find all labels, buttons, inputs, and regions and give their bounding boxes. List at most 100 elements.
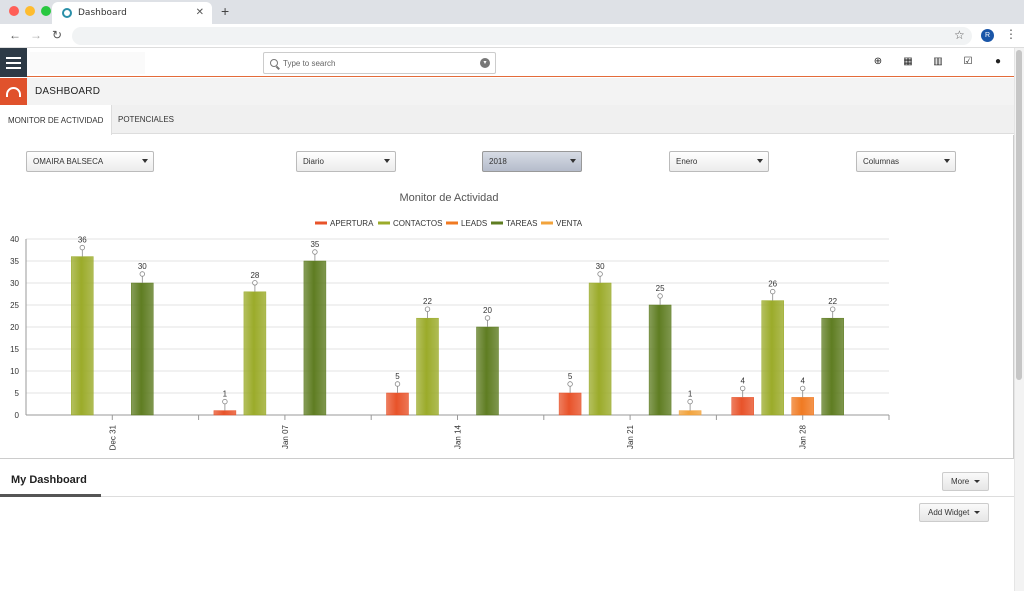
my-dashboard-title: My Dashboard — [11, 474, 87, 486]
bar-whisker-dot — [687, 398, 693, 405]
add-widget-button[interactable]: Add Widget — [919, 503, 990, 522]
bar-apertura — [213, 410, 237, 416]
chevron-down-icon — [757, 159, 763, 163]
data-label: 1 — [223, 390, 228, 399]
bar-whisker-dot — [79, 244, 85, 251]
bar-whisker-dot — [800, 385, 806, 392]
chevron-down-icon — [570, 159, 576, 163]
year-select[interactable]: 2018 — [482, 151, 582, 172]
y-tick-label: 5 — [15, 389, 20, 398]
dashboard-gauge-icon — [0, 78, 27, 105]
tab-underline — [0, 494, 101, 497]
chevron-down-icon — [974, 511, 981, 514]
bar-whisker-dot — [770, 288, 776, 295]
browser-menu-icon[interactable]: ⋮ — [1005, 27, 1017, 41]
bar-whisker-dot — [394, 381, 401, 387]
activity-chart: APERTURA CONTACTOS LEADS TAREAS VENTA0510152… — [10, 219, 890, 450]
tasks-icon[interactable]: ☑ — [963, 56, 973, 67]
bar-apertura — [731, 397, 754, 416]
logo — [30, 52, 145, 74]
data-label: 20 — [483, 306, 492, 315]
top-actions: ⊕ ▦ ▥ ☑ ● — [872, 56, 1004, 67]
reload-icon[interactable]: ↻ — [52, 28, 63, 42]
bar-whisker-dot — [252, 280, 258, 286]
browser-tab[interactable]: Dashboard ✕ — [52, 2, 212, 24]
chevron-down-icon — [384, 159, 390, 163]
chevron-down-icon — [974, 480, 981, 483]
bar-contactos — [761, 300, 784, 416]
bar-whisker-dot — [139, 271, 145, 277]
bar-contactos — [243, 291, 267, 416]
x-tick-label: Jan 21 — [626, 424, 635, 449]
chevron-down-icon — [944, 159, 950, 163]
period-select[interactable]: Diario — [296, 151, 396, 172]
year-select-value: 2018 — [489, 157, 507, 166]
period-select-value: Diario — [303, 157, 324, 166]
y-tick-label: 40 — [10, 235, 19, 244]
search-input[interactable]: Type to search ▾ — [263, 52, 496, 74]
bar-contactos — [416, 317, 439, 416]
chart-type-select-value: Columnas — [863, 157, 900, 166]
bar-contactos — [588, 282, 612, 416]
legend-label: CONTACTOS — [393, 219, 442, 228]
month-select[interactable]: Enero — [669, 151, 769, 172]
minimize-window-icon[interactable] — [25, 6, 35, 16]
bar-whisker-dot — [312, 249, 318, 255]
data-label: 5 — [395, 372, 400, 381]
close-window-icon[interactable] — [9, 6, 19, 16]
bar-apertura — [386, 392, 409, 416]
more-button-label: More — [951, 477, 970, 486]
bar-tareas — [648, 304, 672, 416]
browser-tab-title: Dashboard — [78, 8, 127, 18]
favicon-icon — [62, 8, 72, 18]
user-icon[interactable]: ● — [994, 56, 1002, 67]
activity-monitor-panel: OMAIRA BALSECA Diario 2018 Enero Columna… — [0, 135, 1014, 459]
address-bar[interactable] — [72, 27, 972, 45]
bar-leads — [791, 397, 814, 416]
legend-label: LEADS — [461, 219, 487, 228]
y-tick-label: 10 — [10, 367, 19, 376]
hamburger-menu-icon[interactable] — [0, 48, 27, 77]
x-tick-label: Jan 28 — [799, 424, 808, 449]
y-tick-label: 35 — [10, 257, 19, 266]
bar-whisker-dot — [597, 271, 603, 277]
tab-label: POTENCIALES — [118, 115, 175, 124]
bookmark-star-icon[interactable]: ☆ — [954, 28, 965, 42]
y-tick-label: 15 — [10, 345, 19, 354]
tab-monitor-de-actividad[interactable]: MONITOR DE ACTIVIDAD — [0, 105, 113, 135]
tab-potenciales[interactable]: POTENCIALES — [110, 105, 182, 134]
legend-label: VENTA — [556, 219, 583, 228]
close-tab-icon[interactable]: ✕ — [195, 7, 204, 18]
page-title: DASHBOARD — [35, 86, 101, 97]
y-tick-label: 20 — [10, 323, 19, 332]
user-select[interactable]: OMAIRA BALSECA — [26, 151, 154, 172]
data-label: 28 — [250, 271, 259, 280]
bar-apertura — [558, 392, 582, 416]
profile-avatar[interactable]: R — [981, 29, 994, 42]
window-controls — [9, 6, 51, 16]
data-label: 22 — [828, 297, 837, 306]
forward-icon[interactable]: → — [30, 28, 42, 42]
reports-icon[interactable]: ▥ — [933, 56, 943, 67]
bar-whisker-dot — [424, 306, 431, 312]
bar-tareas — [303, 260, 327, 416]
module-bar: DASHBOARD — [0, 78, 1014, 105]
data-label: 4 — [740, 376, 745, 385]
app-root: Type to search ▾ ⊕ ▦ ▥ ☑ ● DASHBOARD MON… — [0, 48, 1014, 591]
month-select-value: Enero — [676, 157, 698, 166]
data-label: 35 — [310, 240, 319, 249]
search-dropdown-icon[interactable]: ▾ — [480, 58, 490, 68]
data-label: 22 — [423, 297, 432, 306]
bar-whisker-dot — [484, 315, 491, 321]
data-label: 30 — [138, 262, 147, 271]
search-icon — [270, 59, 278, 67]
back-icon[interactable]: ← — [9, 28, 21, 42]
more-button[interactable]: More — [942, 472, 990, 491]
quick-create-icon[interactable]: ⊕ — [873, 56, 883, 67]
add-widget-button-label: Add Widget — [928, 508, 970, 517]
maximize-window-icon[interactable] — [41, 6, 51, 16]
new-tab-icon[interactable]: + — [221, 3, 230, 19]
calendar-icon[interactable]: ▦ — [903, 56, 913, 67]
chart-type-select[interactable]: Columnas — [856, 151, 956, 172]
page-scrollbar-thumb[interactable] — [1016, 50, 1022, 380]
